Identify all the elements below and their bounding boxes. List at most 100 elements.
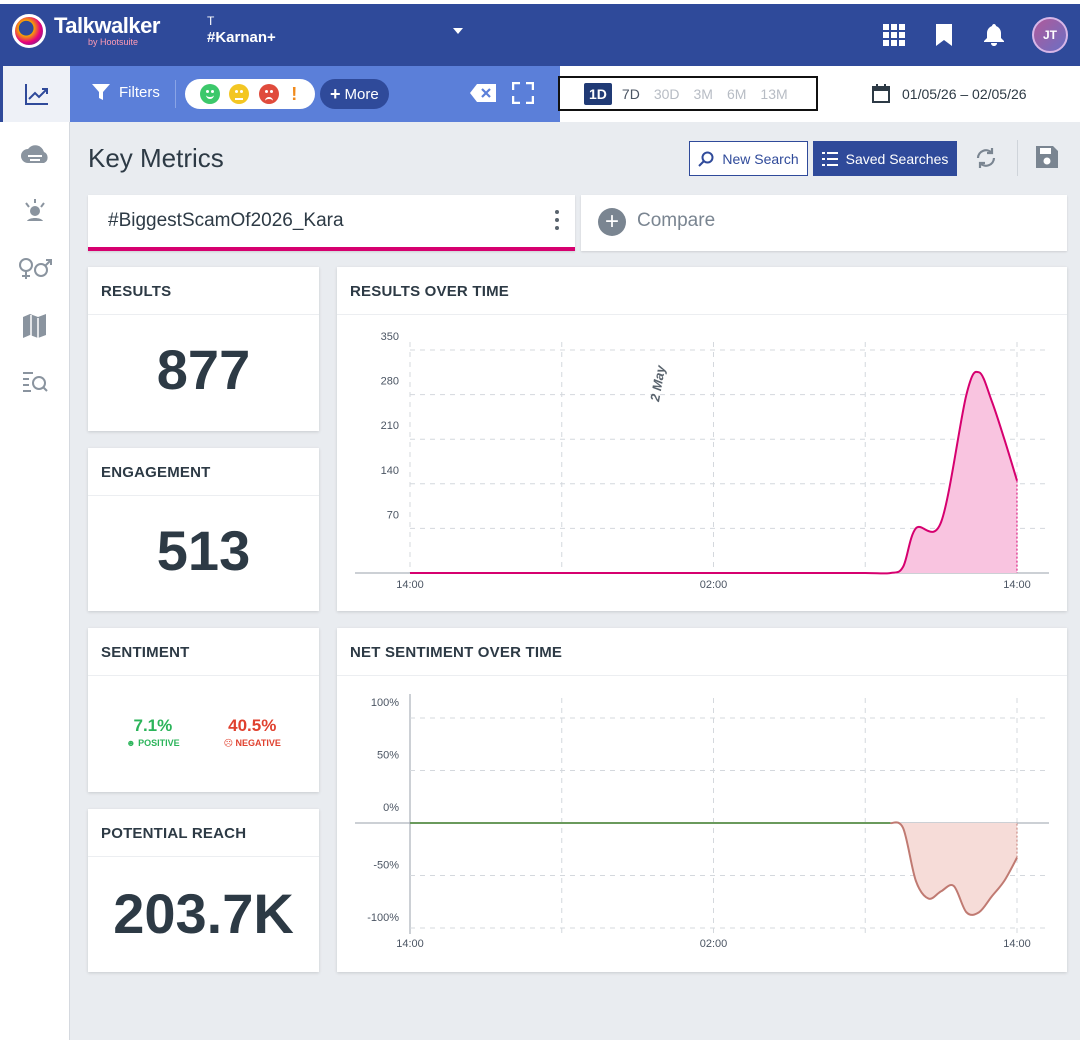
compare-add-icon: +	[598, 208, 626, 236]
x-tick-label: 02:00	[700, 579, 728, 591]
x-tick-label: 14:00	[396, 938, 424, 950]
results-value: 877	[156, 338, 251, 401]
sentiment-title: SENTIMENT	[101, 644, 190, 661]
period-bar: 1D 7D 30D 3M 6M 13M 01/05/26 – 02/05/26	[558, 66, 1080, 122]
more-filters-button[interactable]: + More	[320, 79, 389, 109]
y-tick-label: -100%	[367, 912, 399, 924]
brand-name: Talkwalker	[54, 13, 160, 38]
user-avatar[interactable]: JT	[1032, 17, 1068, 53]
nav-influencers-icon[interactable]	[0, 184, 70, 240]
engagement-card: ENGAGEMENT 513	[88, 448, 319, 611]
reach-title: POTENTIAL REACH	[101, 825, 247, 842]
positive-face-icon[interactable]	[199, 84, 220, 104]
compare-tab[interactable]: + Compare	[581, 195, 1067, 251]
nav-search-list-icon[interactable]	[0, 354, 70, 410]
x-tick-label: 14:00	[396, 579, 424, 591]
nav-cloud-icon[interactable]	[0, 126, 70, 182]
calendar-icon	[872, 84, 890, 103]
positive-small-icon: ☻	[126, 738, 136, 748]
period-1d[interactable]: 1D	[584, 82, 612, 105]
project-letter: T	[207, 14, 215, 28]
negative-label: NEGATIVE	[235, 738, 281, 748]
y-tick-label: 280	[381, 376, 399, 388]
sentiment-filter-group: !	[185, 79, 315, 109]
new-search-button[interactable]: New Search	[689, 141, 808, 176]
negative-small-icon: ☹	[223, 738, 234, 748]
y-tick-label: 0%	[383, 802, 399, 814]
compare-label: Compare	[637, 210, 716, 231]
notifications-bell-icon[interactable]	[982, 23, 1006, 47]
sentiment-negative-line	[890, 821, 1018, 916]
query-name: #BiggestScamOf2026_Kara	[108, 210, 344, 231]
results-area	[410, 371, 1017, 574]
sentiment-chart-title: NET SENTIMENT OVER TIME	[350, 644, 563, 661]
new-search-label: New Search	[722, 150, 799, 167]
clear-filters-icon[interactable]	[470, 84, 496, 107]
project-selector[interactable]: T #Karnan+	[207, 14, 276, 48]
y-tick-label: 100%	[371, 697, 399, 709]
plus-icon: +	[330, 83, 341, 104]
net-sentiment-over-time-chart[interactable]: 100% 50% 0% -50% -100% 14:00 02:00 14:00	[337, 628, 1067, 972]
results-card: RESULTS 877	[88, 267, 319, 431]
top-bar: Talkwalker by Hootsuite T #Karnan+ JT	[0, 0, 1080, 66]
results-over-time-chart[interactable]: 70 140 210 280 350 14:00 02:00 14:00 2 May	[337, 267, 1067, 611]
date-annotation: 2 May	[647, 364, 668, 404]
negative-value: 40.5%	[228, 716, 277, 735]
period-6m[interactable]: 6M	[726, 85, 747, 102]
results-title: RESULTS	[101, 283, 172, 300]
y-tick-label: 210	[381, 420, 399, 432]
filter-bar: Filters ! + More	[70, 66, 560, 122]
brand-sub: by Hootsuite	[88, 37, 139, 47]
search-icon	[698, 151, 714, 167]
x-tick-label: 14:00	[1003, 579, 1031, 591]
y-tick-label: 70	[387, 509, 399, 521]
header-separator	[1017, 140, 1018, 176]
positive-value: 7.1%	[133, 716, 173, 735]
y-tick-label: 140	[381, 465, 399, 477]
list-icon	[821, 151, 838, 166]
results-line	[410, 370, 1018, 575]
period-3m[interactable]: 3M	[693, 85, 713, 102]
results-chart-title: RESULTS OVER TIME	[350, 283, 509, 300]
nav-key-metrics-icon[interactable]	[0, 66, 70, 122]
nav-map-icon[interactable]	[0, 298, 70, 354]
filters-label: Filters	[119, 83, 160, 101]
period-13m[interactable]: 13M	[760, 85, 788, 102]
positive-label: POSITIVE	[138, 738, 180, 748]
positive-sentiment: 7.1% ☻ POSITIVE	[126, 716, 180, 749]
y-tick-label: 50%	[377, 750, 399, 762]
filters-button[interactable]: Filters	[92, 83, 160, 101]
net-sentiment-over-time-card: NET SENTIMENT OVER TIME 100% 50% 0% -50% -10…	[337, 628, 1067, 972]
neutral-face-icon[interactable]	[229, 84, 250, 104]
potential-reach-card: POTENTIAL REACH 203.7K	[88, 809, 319, 972]
query-options-kebab-icon[interactable]	[553, 210, 561, 234]
query-tab[interactable]: #BiggestScamOf2026_Kara	[88, 195, 575, 251]
refresh-icon[interactable]	[974, 146, 998, 175]
mixed-exclamation-icon[interactable]: !	[291, 83, 298, 104]
period-7d[interactable]: 7D	[621, 85, 640, 102]
sentiment-card: SENTIMENT 7.1% ☻ POSITIVE 40.5% ☹ NEGATI…	[88, 628, 319, 792]
project-dropdown-icon[interactable]	[453, 28, 463, 34]
save-floppy-icon[interactable]	[1036, 146, 1058, 173]
date-range-label: 01/05/26 – 02/05/26	[902, 85, 1027, 102]
negative-sentiment: 40.5% ☹ NEGATIVE	[224, 716, 281, 749]
engagement-value: 513	[156, 519, 251, 582]
sentiment-negative-area	[890, 822, 1017, 915]
apps-grid-icon[interactable]	[882, 23, 906, 47]
more-label: More	[344, 85, 379, 103]
date-range-picker[interactable]: 01/05/26 – 02/05/26	[872, 84, 1027, 103]
saved-searches-label: Saved Searches	[845, 150, 949, 167]
x-tick-label: 14:00	[1003, 938, 1031, 950]
filter-divider	[175, 80, 176, 108]
period-selector: 1D 7D 30D 3M 6M 13M	[558, 76, 818, 111]
talkwalker-logo[interactable]: Talkwalker by Hootsuite	[12, 14, 160, 48]
fullscreen-expand-icon[interactable]	[511, 81, 535, 109]
y-tick-label: 350	[381, 331, 399, 343]
filter-funnel-icon	[92, 84, 110, 100]
period-30d[interactable]: 30D	[653, 85, 680, 102]
saved-searches-button[interactable]: Saved Searches	[813, 141, 957, 176]
bookmark-icon[interactable]	[932, 23, 956, 47]
nav-demographics-gender-icon[interactable]	[0, 240, 70, 296]
negative-face-icon[interactable]	[258, 84, 279, 104]
x-tick-label: 02:00	[700, 938, 728, 950]
